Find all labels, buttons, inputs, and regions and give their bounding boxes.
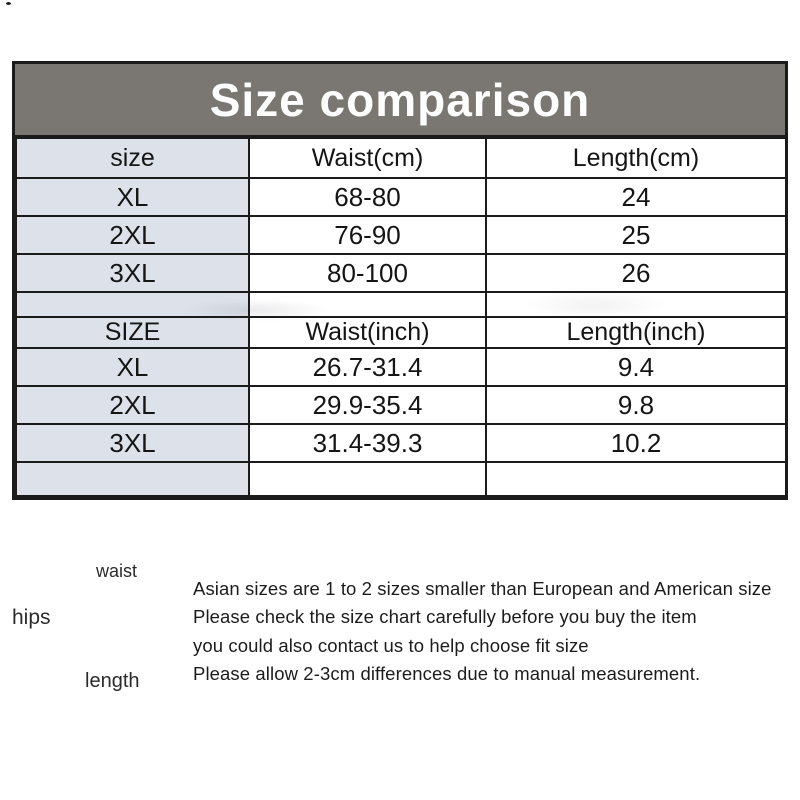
waist-label: waist xyxy=(96,561,138,581)
table-row: 3XL 31.4-39.3 10.2 xyxy=(15,423,787,463)
inch-header-length: Length(inch) xyxy=(485,316,787,349)
note-line: Please allow 2-3cm differences due to ma… xyxy=(193,663,701,685)
inch-xl-waist: 26.7-31.4 xyxy=(248,347,487,387)
table-title: Size comparison xyxy=(15,64,785,137)
inch-header-waist: Waist(inch) xyxy=(248,316,487,349)
note-line: Please check the size chart carefully be… xyxy=(193,606,697,628)
inch-2xl-length: 9.8 xyxy=(485,385,787,425)
cm-3xl-size: 3XL xyxy=(15,253,250,293)
inch-3xl-waist: 31.4-39.3 xyxy=(248,423,487,463)
spacer-row xyxy=(15,461,787,497)
artifact-dot xyxy=(6,2,11,5)
table-row: 2XL 29.9-35.4 9.8 xyxy=(15,385,787,425)
note-line: Asian sizes are 1 to 2 sizes smaller tha… xyxy=(193,578,772,599)
size-comparison-table: size Waist(cm) Length(cm) XL 68-80 24 2X… xyxy=(15,137,787,497)
table-row: XL 26.7-31.4 9.4 xyxy=(15,347,787,387)
spacer-row xyxy=(15,291,787,318)
table-row: 2XL 76-90 25 xyxy=(15,215,787,255)
size-table: Size comparison size Waist(cm) Length(cm… xyxy=(12,61,788,500)
cm-header-row: size Waist(cm) Length(cm) xyxy=(15,137,787,179)
table-row: 3XL 80-100 26 xyxy=(15,253,787,293)
inch-3xl-length: 10.2 xyxy=(485,423,787,463)
inch-3xl-size: 3XL xyxy=(15,423,250,463)
size-notes: Asian sizes are 1 to 2 sizes smaller tha… xyxy=(193,575,793,689)
table-row: XL 68-80 24 xyxy=(15,177,787,217)
inch-xl-length: 9.4 xyxy=(485,347,787,387)
cm-header-length: Length(cm) xyxy=(485,137,787,179)
note-line: you could also contact us to help choose… xyxy=(193,634,589,656)
cm-2xl-size: 2XL xyxy=(15,215,250,255)
length-label: length xyxy=(85,670,140,692)
inch-2xl-size: 2XL xyxy=(15,385,250,425)
cm-xl-size: XL xyxy=(15,177,250,217)
hips-label: hips xyxy=(12,606,51,629)
inch-2xl-waist: 29.9-35.4 xyxy=(248,385,487,425)
inch-header-size: SIZE xyxy=(15,316,250,349)
cm-2xl-length: 25 xyxy=(485,215,787,255)
cm-header-size: size xyxy=(15,137,250,179)
inch-xl-size: XL xyxy=(15,347,250,387)
cm-xl-waist: 68-80 xyxy=(248,177,487,217)
cm-3xl-waist: 80-100 xyxy=(248,253,487,293)
inch-header-row: SIZE Waist(inch) Length(inch) xyxy=(15,316,787,349)
cm-3xl-length: 26 xyxy=(485,253,787,293)
cm-2xl-waist: 76-90 xyxy=(248,215,487,255)
cm-header-waist: Waist(cm) xyxy=(248,137,487,179)
cm-xl-length: 24 xyxy=(485,177,787,217)
